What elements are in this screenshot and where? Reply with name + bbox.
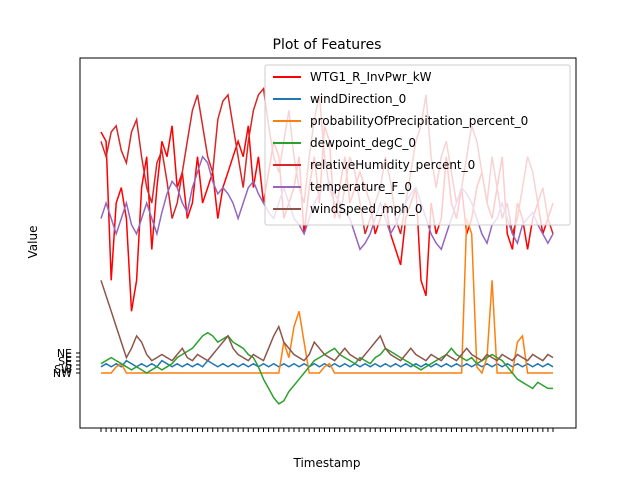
legend-label: windSpeed_mph_0 [310,202,423,216]
y-tick-label: S [65,359,72,372]
y-tick-label: E [65,351,72,364]
y-tick-label: SW [54,363,72,376]
series-line-6 [100,280,554,362]
y-tick-label: SE [58,355,72,368]
y-tick-label: NW [53,367,72,380]
chart-title: Plot of Features [273,37,382,53]
plot-frame [79,57,577,429]
series-line-2 [101,218,553,375]
x-axis-label: Timestamp [293,456,361,470]
legend-label: relativeHumidity_percent_0 [310,158,475,172]
legend-label: probabilityOfPrecipitation_percent_0 [310,114,528,128]
legend-label: temperature_F_0 [310,180,412,194]
legend-label: dewpoint_degC_0 [310,136,416,150]
series-line-3 [100,331,553,405]
y-tick-label: NE [57,347,72,360]
x-ticks [100,428,554,432]
legend-label: windDirection_0 [310,92,406,106]
y-axis-label: Value [26,226,40,259]
legend-box [264,64,571,226]
legend: WTG1_R_InvPwr_kW windDirection_0 probabili… [264,64,571,226]
legend-label: WTG1_R_InvPwr_kW [310,70,432,84]
